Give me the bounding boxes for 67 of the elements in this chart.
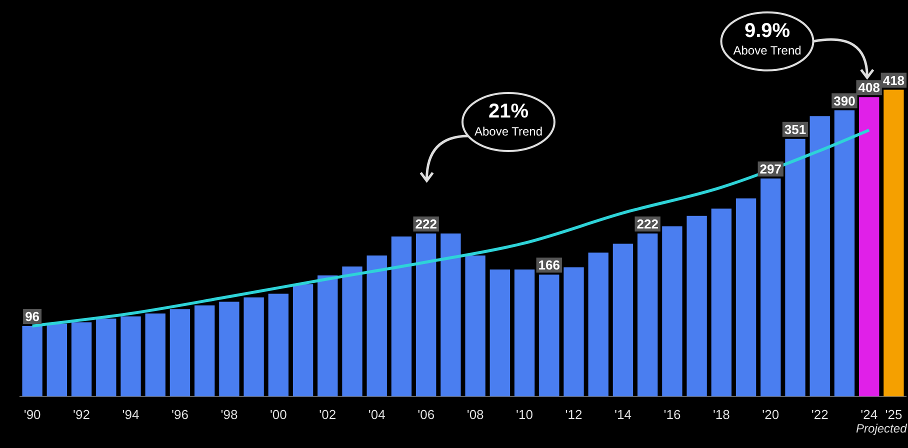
x-tick-label: '92: [73, 406, 90, 422]
bar: [318, 275, 338, 396]
bar: [785, 138, 806, 396]
x-tick-label: '90: [24, 406, 41, 422]
bar: [22, 326, 42, 396]
bar: [834, 110, 855, 396]
x-tick-label: '12: [565, 406, 582, 422]
bar: [465, 256, 486, 396]
bar: [416, 234, 436, 396]
bar: [662, 226, 682, 396]
x-tick-label: '96: [171, 406, 188, 422]
bar: [440, 234, 461, 396]
bar: [539, 274, 560, 396]
bar: [194, 305, 215, 396]
bar: [490, 269, 510, 396]
bar: [760, 178, 781, 396]
data-label: 222: [415, 216, 437, 232]
bar: [588, 252, 608, 396]
bar: [810, 116, 830, 396]
annotation: 21% Above Trend: [474, 100, 543, 138]
bar: [71, 322, 92, 396]
bar: [858, 97, 880, 396]
bar: [244, 297, 264, 396]
x-tick-label: '18: [712, 406, 730, 422]
bar: [366, 256, 387, 396]
bar: [391, 236, 412, 396]
bar: [514, 269, 535, 396]
bar: [612, 244, 634, 396]
x-tick-label: '16: [664, 406, 681, 422]
x-tick-label: '02: [319, 406, 336, 422]
x-tick-label: '98: [220, 406, 238, 422]
bar: [686, 216, 707, 396]
x-tick-label: '24: [860, 406, 878, 422]
bar: [884, 90, 904, 396]
x-tick-label: '25: [885, 406, 902, 422]
bar: [292, 284, 314, 396]
x-tick-label: '22: [811, 406, 828, 422]
text: Projected: [856, 422, 908, 436]
text: 9.9% Above Trend: [733, 20, 802, 58]
bar: [711, 208, 732, 396]
bar: [342, 266, 362, 396]
x-tick-label: '06: [418, 406, 435, 422]
bar: [736, 198, 756, 396]
x-tick-label: '10: [516, 406, 534, 422]
bar: [145, 314, 166, 396]
bar: [120, 316, 141, 396]
data-label: 408: [858, 80, 880, 96]
data-label: 418: [882, 72, 905, 88]
x-tick-label: '94: [122, 406, 140, 422]
x-tick-label: '14: [614, 406, 632, 422]
bar: [170, 309, 190, 396]
data-label: 222: [636, 216, 658, 232]
data-label: 297: [760, 162, 782, 177]
bar: [564, 267, 584, 396]
bar: [46, 324, 68, 396]
bar: [96, 318, 116, 396]
bar: [219, 302, 240, 396]
data-label: 166: [538, 258, 560, 273]
data-label: 351: [784, 122, 806, 137]
data-label: 96: [25, 309, 40, 324]
bar: [268, 294, 289, 396]
x-tick-label: '08: [466, 406, 484, 422]
x-tick-label: '04: [368, 406, 386, 422]
bar: [637, 234, 658, 396]
x-tick-label: '20: [762, 406, 780, 422]
data-label: 390: [834, 93, 856, 108]
x-tick-label: '00: [270, 406, 287, 422]
